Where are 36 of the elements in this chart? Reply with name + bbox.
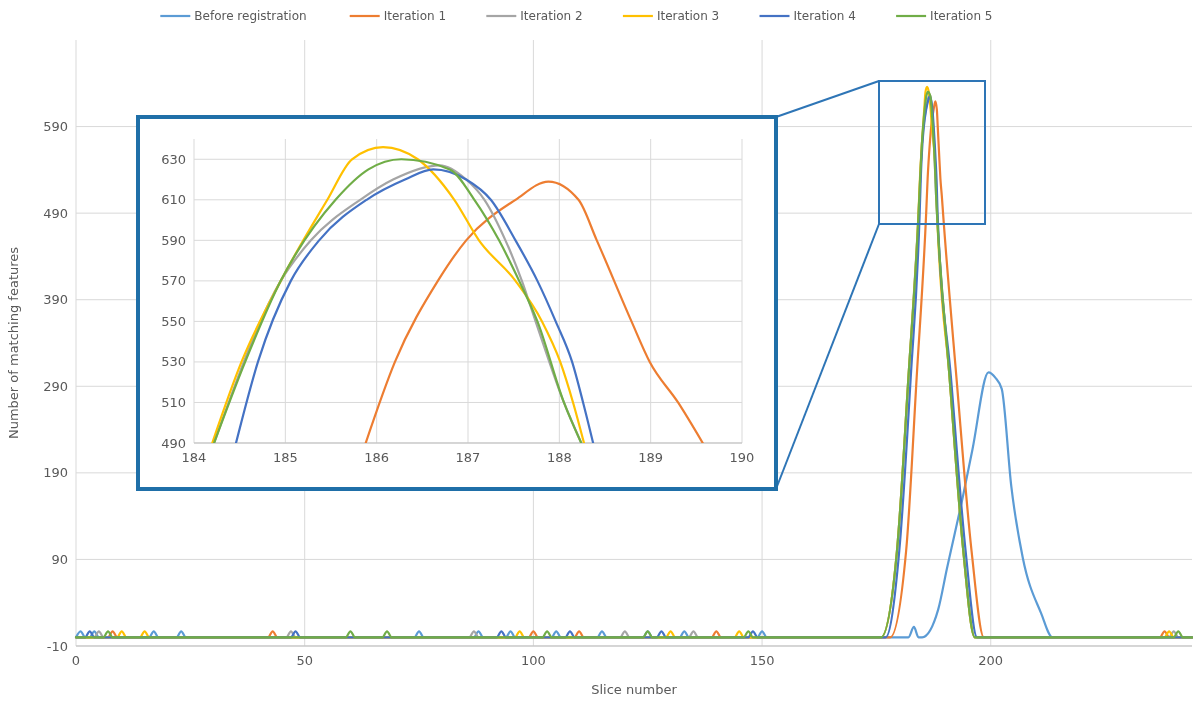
y-tick-label: 530 — [161, 354, 186, 370]
y-tick-label: 630 — [161, 151, 186, 167]
legend-label: Iteration 4 — [793, 9, 856, 23]
x-tick-label: 189 — [638, 450, 664, 465]
x-tick-label: 100 — [520, 653, 546, 668]
x-axis-title: Slice number — [591, 682, 678, 697]
y-tick-label: 550 — [161, 313, 186, 329]
y-tick-label: 190 — [43, 465, 68, 481]
x-tick-label: 190 — [729, 450, 755, 465]
y-tick-label: 390 — [43, 292, 68, 308]
x-tick-label: 184 — [181, 450, 207, 465]
legend-label: Before registration — [194, 9, 307, 23]
y-tick-label: 570 — [161, 273, 186, 289]
x-tick-label: 186 — [364, 450, 390, 465]
x-tick-label: 188 — [546, 450, 572, 465]
y-tick-label: 90 — [51, 551, 68, 567]
x-tick-label: 150 — [749, 653, 775, 668]
y-tick-label: -10 — [46, 638, 68, 654]
y-tick-label: 510 — [161, 395, 186, 411]
y-tick-label: 590 — [161, 232, 186, 248]
y-tick-label: 290 — [43, 378, 68, 394]
legend-label: Iteration 1 — [383, 9, 447, 23]
legend-label: Iteration 3 — [656, 9, 720, 23]
x-tick-label: 0 — [71, 653, 81, 668]
x-tick-label: 187 — [455, 450, 481, 465]
y-axis-title: Number of matching features — [6, 246, 21, 440]
x-tick-label: 200 — [978, 653, 1004, 668]
legend-label: Iteration 5 — [930, 9, 993, 23]
x-tick-label: 50 — [296, 653, 313, 668]
y-tick-label: 610 — [161, 192, 186, 208]
line-series — [364, 180, 704, 443]
y-tick-label: 490 — [43, 205, 68, 221]
legend-label: Iteration 2 — [520, 9, 583, 23]
y-tick-label: 590 — [43, 119, 68, 135]
x-tick-label: 185 — [272, 450, 298, 465]
y-tick-label: 490 — [161, 435, 186, 451]
